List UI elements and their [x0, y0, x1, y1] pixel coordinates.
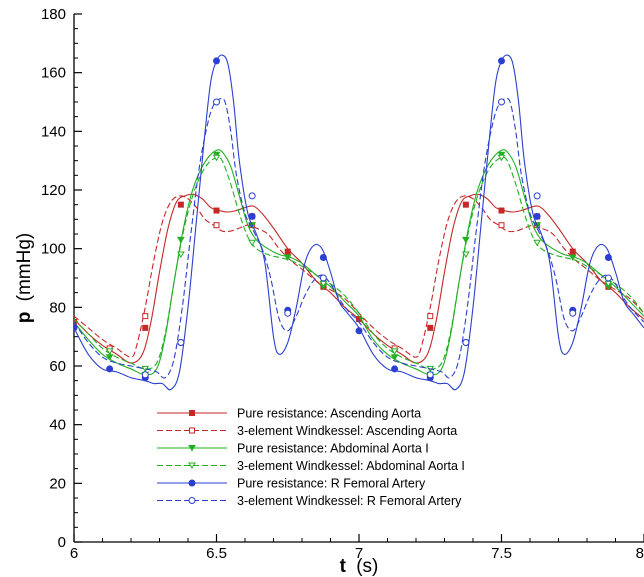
x-axis-title-symbol: t [340, 556, 347, 577]
data-point-marker [497, 154, 506, 162]
data-point-marker [248, 192, 256, 200]
y-tick-label: 160 [41, 65, 66, 82]
legend-entry: 3-element Windkessel: Ascending Aorta [157, 424, 457, 438]
legend-label: 3-element Windkessel: Ascending Aorta [237, 424, 457, 438]
legend-marker [188, 479, 196, 487]
y-tick-label: 0 [58, 534, 66, 551]
data-point-marker [141, 371, 149, 379]
data-point-marker [106, 365, 114, 373]
data-point-marker [142, 313, 149, 320]
data-point-marker [74, 324, 78, 332]
y-axis-title: p (mmHg) [14, 233, 35, 324]
data-point-marker [284, 248, 291, 255]
data-point-marker [498, 207, 505, 214]
data-point-marker [213, 98, 220, 106]
series-6 [74, 97, 644, 379]
series-line [74, 195, 644, 358]
x-axis-title-unit: (s) [356, 556, 378, 577]
legend-label: Pure resistance: Ascending Aorta [237, 407, 421, 421]
data-point-marker [142, 324, 149, 331]
axes: 0 20 40 60 80 100 120 140 160 180 6 6.5 7 7.5 8 [41, 6, 644, 562]
data-point-marker [604, 253, 612, 261]
data-point-marker [533, 212, 541, 220]
data-point-marker [427, 324, 434, 331]
data-point-marker [498, 222, 505, 229]
data-point-marker [569, 248, 576, 255]
series-3 [74, 149, 644, 379]
legend: Pure resistance: Ascending Aorta 3-elemen… [157, 407, 465, 508]
data-point-marker [212, 154, 221, 162]
data-point-marker [284, 309, 292, 317]
data-point-marker [283, 254, 292, 261]
legend-label: 3-element Windkessel: Abdominal Aorta I [237, 459, 465, 473]
legend-entry: Pure resistance: Abdominal Aorta I [157, 442, 429, 456]
y-tick-label: 80 [49, 299, 66, 316]
legend-marker [188, 462, 196, 469]
series-5 [74, 54, 644, 391]
legend-label: Pure resistance: Abdominal Aorta I [237, 442, 429, 456]
x-tick-label: 6.5 [206, 545, 227, 562]
series-line [74, 54, 644, 391]
y-tick-label: 120 [41, 182, 66, 199]
x-tick-label: 8 [636, 545, 644, 562]
data-point-marker [461, 251, 470, 259]
data-point-marker [426, 371, 434, 379]
legend-marker [188, 445, 196, 452]
legend-label: 3-element Windkessel: R Femoral Artery [237, 494, 462, 508]
data-point-marker [461, 236, 470, 244]
y-tick-label: 180 [41, 6, 66, 23]
data-point-marker [498, 57, 505, 65]
legend-marker [188, 497, 196, 504]
data-point-marker [568, 254, 577, 261]
x-tick-label: 7.5 [491, 545, 512, 562]
legend-label: Pure resistance: R Femoral Artery [237, 477, 426, 491]
data-point-marker [176, 251, 185, 259]
legend-marker [189, 427, 195, 434]
data-point-marker [319, 253, 327, 261]
x-axis-title: t (s) [340, 556, 379, 577]
data-point-marker [427, 313, 434, 320]
data-point-marker [248, 239, 257, 247]
data-point-marker [498, 98, 505, 106]
data-point-marker [355, 327, 363, 335]
data-point-marker [391, 365, 399, 373]
series-layer [74, 54, 644, 391]
y-axis-title-symbol: p [14, 312, 35, 324]
data-point-marker [213, 57, 220, 65]
data-point-marker [213, 222, 220, 229]
data-point-marker [213, 207, 220, 214]
legend-entry: Pure resistance: Ascending Aorta [157, 407, 421, 421]
y-axis-title-unit: (mmHg) [14, 233, 35, 302]
data-point-marker [177, 201, 184, 208]
data-point-marker [390, 348, 399, 355]
data-point-marker [462, 339, 470, 347]
legend-marker [189, 410, 195, 416]
data-point-marker [533, 239, 542, 247]
legend-entry: Pure resistance: R Femoral Artery [157, 477, 426, 491]
x-tick-label: 7 [355, 545, 363, 562]
data-point-marker [569, 309, 577, 317]
y-tick-label: 100 [41, 241, 66, 258]
y-tick-label: 60 [49, 358, 66, 375]
x-tick-label: 6 [70, 545, 78, 562]
y-tick-label: 140 [41, 123, 66, 140]
legend-entry: 3-element Windkessel: R Femoral Artery [157, 494, 462, 508]
data-point-marker [462, 201, 469, 208]
series-line [74, 97, 644, 379]
data-point-marker [533, 192, 541, 200]
data-point-marker [319, 274, 327, 282]
y-tick-label: 40 [49, 417, 66, 434]
series-line [74, 149, 644, 376]
data-point-marker [177, 339, 185, 347]
data-point-marker [248, 212, 256, 220]
data-point-marker [105, 348, 114, 355]
data-point-marker [604, 274, 612, 282]
y-tick-label: 20 [49, 475, 66, 492]
legend-entry: 3-element Windkessel: Abdominal Aorta I [157, 459, 465, 473]
